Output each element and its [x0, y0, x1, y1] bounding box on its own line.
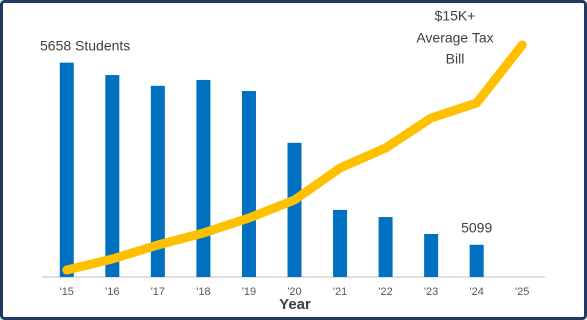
bar [333, 209, 348, 277]
data-label: $15K+ [435, 8, 476, 24]
bar [424, 234, 439, 277]
x-tick-label: '17 [151, 286, 165, 298]
bar [469, 244, 484, 277]
data-label: 5099 [461, 219, 492, 235]
bar [378, 217, 393, 277]
bar [241, 91, 256, 277]
bar [196, 79, 211, 277]
x-tick-label: '25 [515, 286, 529, 298]
annotation: Average Tax [416, 30, 493, 46]
x-tick-label: '19 [242, 286, 256, 298]
x-tick-label: '22 [378, 286, 392, 298]
x-tick-label: '15 [60, 286, 74, 298]
x-tick-label: '24 [470, 286, 484, 298]
data-label: 5658 Students [40, 37, 130, 53]
bar [59, 62, 74, 278]
x-tick-label: '18 [196, 286, 210, 298]
x-tick-label: '20 [287, 286, 301, 298]
x-axis-title: Year [279, 296, 311, 313]
x-tick-label: '16 [105, 286, 119, 298]
bar [105, 75, 120, 277]
bar [150, 85, 165, 277]
line [62, 40, 527, 275]
bar [287, 142, 302, 277]
x-tick-label: '23 [424, 286, 438, 298]
annotation: Bill [446, 51, 465, 67]
x-tick-label: '21 [333, 286, 347, 298]
